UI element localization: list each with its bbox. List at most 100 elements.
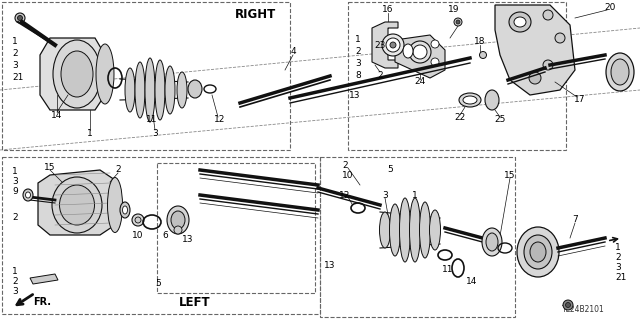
Ellipse shape <box>23 189 33 201</box>
Bar <box>320 157 515 317</box>
Ellipse shape <box>555 33 565 43</box>
Ellipse shape <box>486 233 498 251</box>
Text: 3: 3 <box>615 263 621 272</box>
Ellipse shape <box>132 214 144 226</box>
Text: 12: 12 <box>214 115 226 124</box>
Ellipse shape <box>135 62 145 118</box>
Ellipse shape <box>524 235 552 269</box>
Text: 3: 3 <box>12 62 18 70</box>
Text: 25: 25 <box>494 115 506 124</box>
Ellipse shape <box>463 96 477 104</box>
Ellipse shape <box>517 227 559 277</box>
Ellipse shape <box>60 185 95 225</box>
Ellipse shape <box>431 58 439 66</box>
Text: 2: 2 <box>115 166 121 174</box>
Text: FR.: FR. <box>33 297 51 307</box>
Text: 1: 1 <box>355 35 361 44</box>
Ellipse shape <box>431 40 439 48</box>
Text: 23: 23 <box>374 41 386 49</box>
Text: 13: 13 <box>182 235 194 244</box>
Text: 2: 2 <box>12 278 18 286</box>
Text: 20: 20 <box>604 4 616 12</box>
Text: 3: 3 <box>355 60 361 69</box>
Text: 7: 7 <box>572 216 578 225</box>
Ellipse shape <box>188 80 202 98</box>
Ellipse shape <box>108 177 122 233</box>
Text: 2: 2 <box>377 70 383 79</box>
Ellipse shape <box>26 192 31 198</box>
Polygon shape <box>495 5 575 95</box>
Text: 1: 1 <box>12 268 18 277</box>
Ellipse shape <box>165 66 175 114</box>
Text: 2: 2 <box>615 254 621 263</box>
Text: 1: 1 <box>87 129 93 137</box>
Ellipse shape <box>380 212 390 248</box>
Text: 3: 3 <box>12 177 18 187</box>
Ellipse shape <box>543 60 553 70</box>
Text: 2: 2 <box>12 213 18 222</box>
Text: 15: 15 <box>44 162 56 172</box>
Polygon shape <box>372 22 398 68</box>
Text: 22: 22 <box>454 114 466 122</box>
Ellipse shape <box>61 51 93 97</box>
Ellipse shape <box>509 12 531 32</box>
Text: 2: 2 <box>342 160 348 169</box>
Text: 10: 10 <box>342 170 354 180</box>
Ellipse shape <box>413 45 427 59</box>
Ellipse shape <box>409 41 431 63</box>
Text: 1: 1 <box>12 38 18 47</box>
Text: 13: 13 <box>324 261 336 270</box>
Text: 1: 1 <box>615 243 621 253</box>
Text: 16: 16 <box>382 5 394 14</box>
Text: 14: 14 <box>467 278 477 286</box>
Bar <box>157 163 315 293</box>
Text: 21: 21 <box>615 273 627 283</box>
Text: 3: 3 <box>382 190 388 199</box>
Text: 11: 11 <box>442 265 454 275</box>
Text: 5: 5 <box>387 166 393 174</box>
Text: 21: 21 <box>12 73 24 83</box>
Polygon shape <box>30 274 58 284</box>
Ellipse shape <box>52 177 102 233</box>
Text: 2: 2 <box>355 48 360 56</box>
Text: 18: 18 <box>474 38 486 47</box>
Ellipse shape <box>566 302 570 308</box>
Text: 1: 1 <box>412 190 418 199</box>
Ellipse shape <box>125 68 135 112</box>
Polygon shape <box>38 170 115 235</box>
Text: 8: 8 <box>355 71 361 80</box>
Text: 5: 5 <box>155 278 161 287</box>
Ellipse shape <box>171 211 185 229</box>
Ellipse shape <box>419 202 431 258</box>
Text: 17: 17 <box>574 95 586 105</box>
Ellipse shape <box>530 242 546 262</box>
Text: 13: 13 <box>349 91 361 100</box>
Text: 14: 14 <box>51 110 63 120</box>
Ellipse shape <box>454 18 462 26</box>
Ellipse shape <box>122 206 127 214</box>
Ellipse shape <box>563 300 573 310</box>
Ellipse shape <box>390 204 401 256</box>
Ellipse shape <box>145 58 155 122</box>
Ellipse shape <box>529 72 541 84</box>
Text: TL24B2101: TL24B2101 <box>563 306 605 315</box>
Text: 15: 15 <box>504 170 516 180</box>
Text: 10: 10 <box>132 231 144 240</box>
Ellipse shape <box>15 13 25 23</box>
Text: 3: 3 <box>152 129 158 137</box>
Text: 12: 12 <box>339 190 351 199</box>
Text: 9: 9 <box>12 188 18 197</box>
Ellipse shape <box>96 44 114 104</box>
Ellipse shape <box>120 202 130 218</box>
Ellipse shape <box>167 206 189 234</box>
Ellipse shape <box>174 226 182 234</box>
Ellipse shape <box>479 51 486 58</box>
Ellipse shape <box>514 17 526 27</box>
Bar <box>348 2 566 150</box>
Ellipse shape <box>382 34 404 56</box>
Text: 1: 1 <box>12 167 18 176</box>
Ellipse shape <box>543 10 553 20</box>
Text: 24: 24 <box>414 78 426 86</box>
Ellipse shape <box>482 228 502 256</box>
Ellipse shape <box>485 90 499 110</box>
